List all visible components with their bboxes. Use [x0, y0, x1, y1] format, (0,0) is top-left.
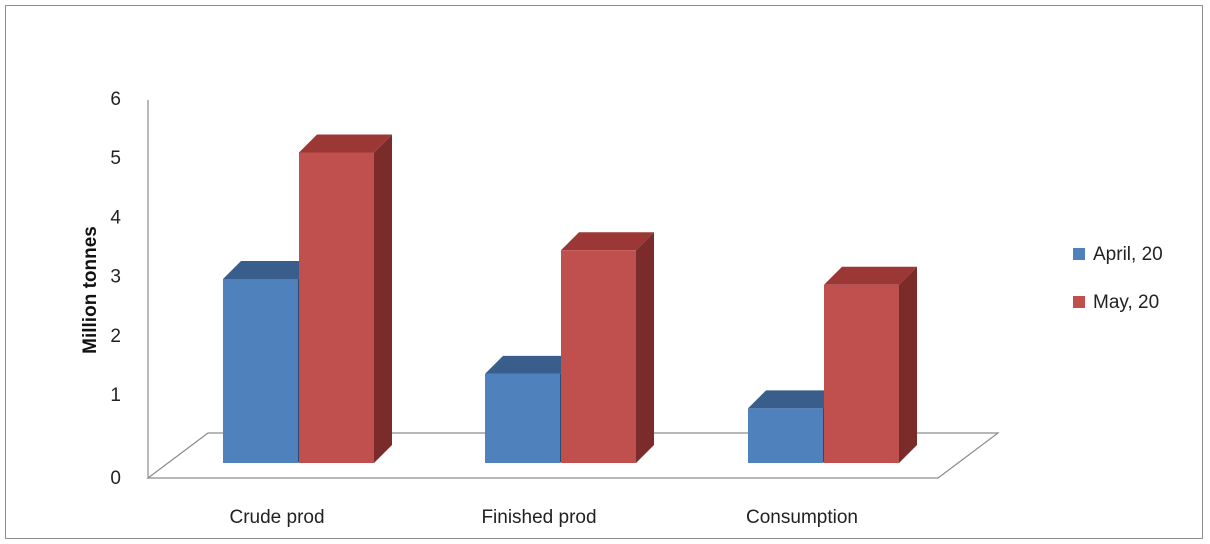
x-tick-label: Consumption [746, 507, 858, 528]
bar-side-face [899, 266, 917, 463]
bars [223, 134, 917, 463]
y-axis-label: Million tonnes [80, 226, 101, 354]
bar-top-face [561, 232, 654, 251]
bar-top-face [485, 355, 578, 374]
bar-front-face [485, 373, 560, 463]
bar-front-face [748, 408, 823, 463]
category-labels: Crude prod Finished prod Consumption [229, 507, 858, 528]
bar-side-face [636, 232, 654, 463]
bar [299, 134, 392, 463]
y-tick-label: 1 [110, 385, 121, 406]
y-tick-label: 6 [110, 89, 121, 110]
y-tick-label: 0 [110, 468, 121, 489]
legend-swatch [1073, 248, 1085, 260]
bar-top-face [824, 266, 917, 285]
x-tick-label: Finished prod [481, 507, 596, 528]
y-tick-label: 4 [110, 207, 121, 228]
bar-front-face [299, 152, 374, 463]
bar-front-face [824, 284, 899, 463]
bar-front-face [561, 250, 636, 463]
bar-top-face [748, 390, 841, 409]
bar [824, 266, 917, 463]
bar-side-face [374, 134, 392, 463]
bar [561, 232, 654, 463]
legend-entry: April, 20 [1073, 244, 1163, 265]
y-tick-label: 3 [110, 267, 121, 288]
legend-label: May, 20 [1093, 292, 1159, 313]
y-tick-label: 5 [110, 148, 121, 169]
legend-label: April, 20 [1093, 244, 1163, 265]
legend-swatch [1073, 296, 1085, 308]
bar-top-face [299, 134, 392, 153]
legend: April, 20 May, 20 [1073, 244, 1163, 313]
bar-front-face [223, 279, 298, 463]
y-tick-label: 2 [110, 326, 121, 347]
x-tick-label: Crude prod [229, 507, 324, 528]
bar-top-face [223, 261, 316, 279]
value-axis: 0 1 2 3 4 5 6 [110, 89, 149, 489]
legend-entry: May, 20 [1073, 292, 1159, 313]
